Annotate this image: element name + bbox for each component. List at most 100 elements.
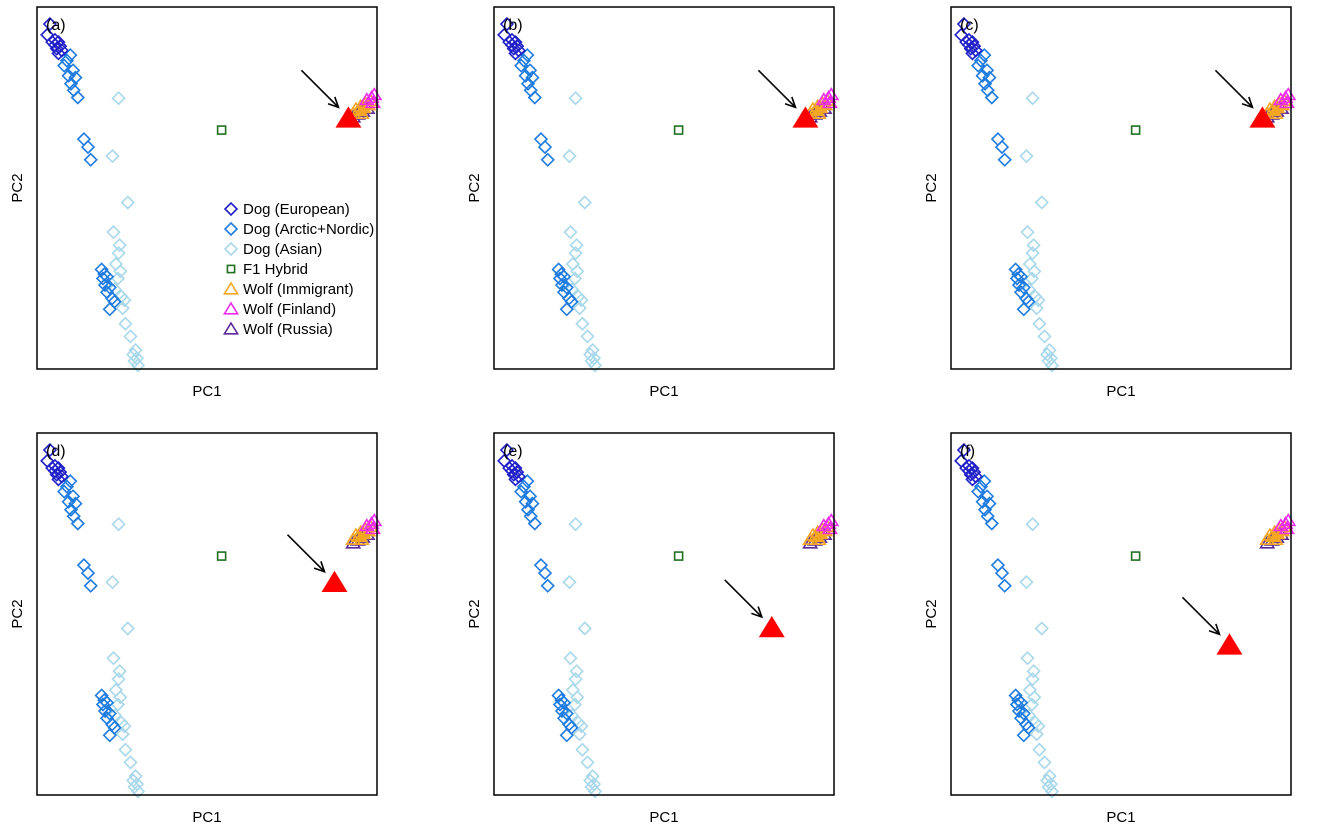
data-point-dog-european <box>956 442 972 458</box>
arrow-line <box>300 69 340 108</box>
data-point-wolf-finland <box>358 92 375 106</box>
data-point-dog-arctic-nordic <box>994 565 1010 581</box>
data-point-dog-asian <box>569 238 584 253</box>
data-point-dog-european <box>956 16 972 32</box>
data-point-dog-asian <box>123 755 138 770</box>
data-point-dog-arctic-nordic <box>520 48 535 63</box>
data-point-dog-arctic-nordic <box>76 557 92 573</box>
legend-label: Wolf (Finland) <box>243 301 336 318</box>
data-point-dog-arctic-nordic <box>984 516 999 531</box>
data-point-dog-asian <box>1031 719 1046 734</box>
data-point-dog-arctic-nordic <box>1016 302 1031 317</box>
data-point-dog-arctic-nordic <box>540 578 555 593</box>
legend-label: Wolf (Russia) <box>243 321 333 338</box>
plot-frame <box>950 432 1292 796</box>
data-point-dog-asian <box>574 719 589 734</box>
data-point-dog-arctic-nordic <box>63 76 79 91</box>
panel-label: (b) <box>503 17 523 34</box>
arrow-line <box>286 534 326 573</box>
legend-label: Dog (Asian) <box>243 241 322 258</box>
data-point-dog-arctic-nordic <box>559 728 574 743</box>
data-point-dog-asian <box>580 329 595 344</box>
data-point-dog-asian <box>574 293 589 308</box>
legend-marker-f1-hybrid <box>226 264 236 274</box>
data-point-dog-arctic-nordic <box>57 58 72 73</box>
data-point-dog-arctic-nordic <box>997 578 1012 593</box>
data-point-dog-arctic-nordic <box>525 496 540 511</box>
data-point-dog-asian <box>1044 784 1060 799</box>
data-point-dog-arctic-nordic <box>971 484 986 499</box>
data-point-dog-arctic-nordic <box>552 697 568 712</box>
data-point-dog-asian <box>563 225 578 240</box>
data-point-dog-arctic-nordic <box>59 479 75 494</box>
legend-marker-dog-arctic-nordic <box>223 221 239 237</box>
data-point-dog-asian <box>1044 358 1060 373</box>
data-point-dog-arctic-nordic <box>70 90 85 105</box>
data-point-dog-arctic-nordic <box>556 269 572 284</box>
data-point-dog-asian <box>580 755 595 770</box>
arrow-line <box>1181 596 1221 635</box>
data-point-dog-arctic-nordic <box>516 479 532 494</box>
highlighted-sample-triangle <box>758 615 785 638</box>
data-point-dog-asian <box>115 727 130 742</box>
legend-label: Dog (Arctic+Nordic) <box>243 221 374 238</box>
data-point-dog-asian <box>562 149 577 164</box>
data-point-wolf-immigrant <box>1267 531 1284 546</box>
data-point-dog-arctic-nordic <box>1009 271 1025 286</box>
data-point-dog-arctic-nordic <box>102 280 117 295</box>
arrow-head <box>327 96 340 109</box>
data-point-dog-asian <box>118 316 133 331</box>
data-point-dog-arctic-nordic <box>559 706 574 721</box>
data-point-dog-european <box>965 46 980 61</box>
data-point-dog-asian <box>117 719 132 734</box>
data-point-dog-asian <box>1034 621 1049 636</box>
data-point-f1-hybrid <box>673 125 684 135</box>
data-point-dog-arctic-nordic <box>95 271 111 286</box>
data-point-dog-asian <box>1027 264 1042 279</box>
data-point-wolf-finland <box>364 521 381 535</box>
data-point-dog-arctic-nordic <box>102 706 117 721</box>
data-point-dog-asian <box>1037 329 1052 344</box>
data-point-dog-asian <box>1019 575 1034 590</box>
panel-label: (c) <box>960 17 979 34</box>
x-axis-label: PC1 <box>1106 809 1135 826</box>
x-axis-label: PC1 <box>649 809 678 826</box>
plot-frame <box>493 6 835 370</box>
data-point-dog-asian <box>568 517 583 532</box>
data-point-dog-asian <box>1020 651 1035 666</box>
data-point-dog-arctic-nordic <box>95 697 111 712</box>
data-point-dog-european <box>42 442 58 458</box>
data-point-dog-asian <box>570 690 585 705</box>
data-point-dog-european <box>51 46 66 61</box>
data-point-dog-european <box>42 16 58 32</box>
data-point-dog-asian <box>111 517 126 532</box>
arrow-head <box>313 561 326 573</box>
data-point-dog-asian <box>1034 195 1049 210</box>
data-point-dog-asian <box>113 264 128 279</box>
panel-label: (e) <box>503 443 523 460</box>
legend-label: Wolf (Immigrant) <box>243 281 354 298</box>
data-point-dog-arctic-nordic <box>537 565 553 581</box>
data-point-dog-asian <box>1026 238 1041 253</box>
data-point-dog-arctic-nordic <box>982 70 997 85</box>
data-point-dog-asian <box>111 672 126 687</box>
data-point-wolf-immigrant <box>353 105 370 120</box>
data-point-dog-arctic-nordic <box>1013 269 1029 284</box>
data-point-dog-asian <box>575 742 590 757</box>
data-point-dog-arctic-nordic <box>997 152 1012 167</box>
legend-label: F1 Hybrid <box>243 261 308 278</box>
data-point-dog-arctic-nordic <box>76 131 92 147</box>
data-point-dog-asian <box>1022 682 1038 698</box>
panel-f: (f) PC1 PC2 <box>923 432 1297 826</box>
data-point-dog-asian <box>1025 672 1040 687</box>
data-point-dog-asian <box>1027 690 1042 705</box>
data-point-dog-arctic-nordic <box>973 53 989 68</box>
data-point-wolf-finland <box>1278 95 1295 109</box>
data-point-wolf-finland <box>364 95 381 109</box>
data-point-dog-asian <box>111 91 126 106</box>
data-point-dog-arctic-nordic <box>514 58 529 73</box>
data-point-dog-asian <box>118 742 133 757</box>
data-point-dog-asian <box>562 575 577 590</box>
plot-frame <box>493 432 835 796</box>
x-axis-label: PC1 <box>192 809 221 826</box>
